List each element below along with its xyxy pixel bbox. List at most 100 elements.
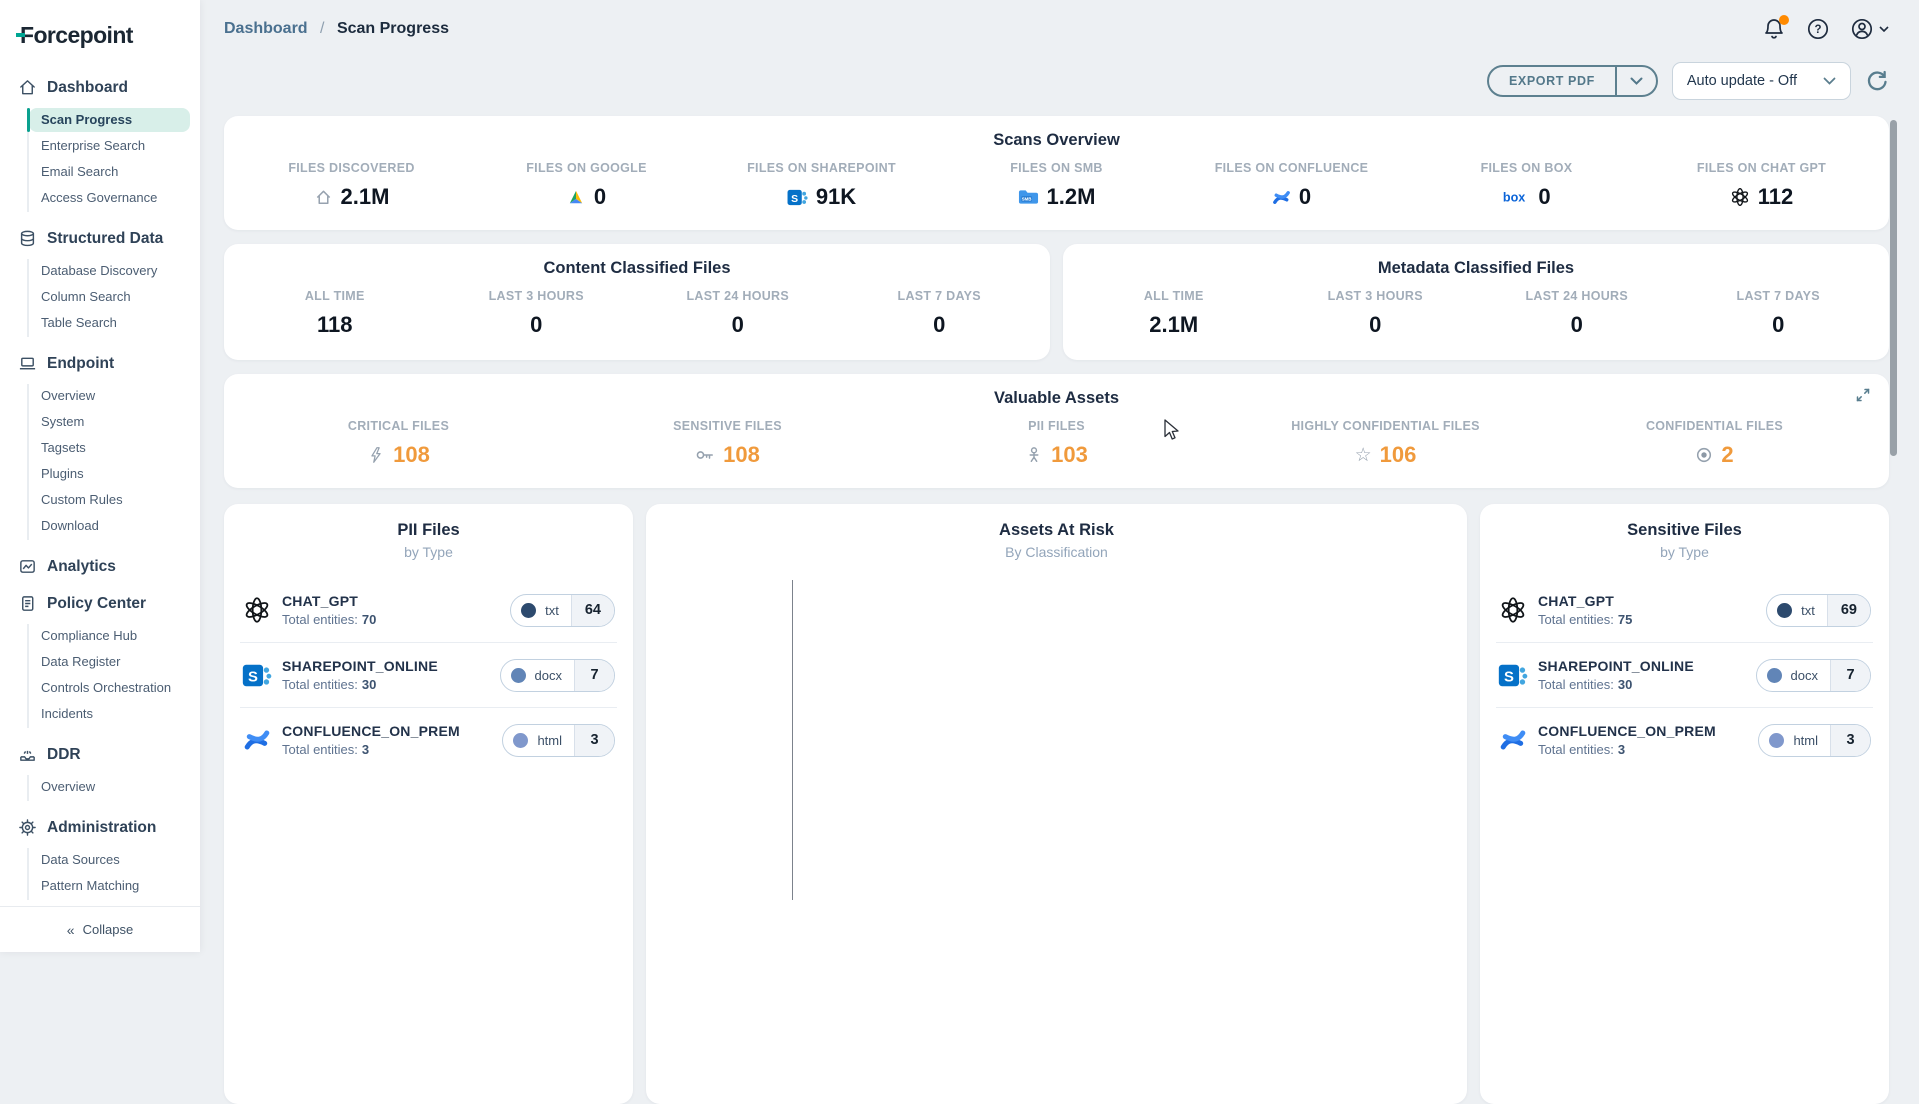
stat-value: 108 bbox=[723, 442, 760, 467]
sidebar-item-download[interactable]: Download bbox=[41, 518, 99, 533]
export-options-button[interactable] bbox=[1617, 77, 1656, 85]
ddr-icon bbox=[18, 745, 37, 764]
sidebar-item-compliance-hub[interactable]: Compliance Hub bbox=[41, 628, 138, 643]
sidebar-item-data-register[interactable]: Data Register bbox=[41, 654, 121, 669]
sidebar-item-access-governance[interactable]: Access Governance bbox=[41, 190, 158, 205]
sidebar-item-tagsets[interactable]: Tagsets bbox=[41, 440, 86, 455]
valuable-assets-card: Valuable Assets CRITICAL FILES 108 SENSI… bbox=[224, 374, 1889, 488]
chatgpt-icon bbox=[1731, 187, 1748, 207]
sidebar-item-custom-rules[interactable]: Custom Rules bbox=[41, 492, 123, 507]
file-type-count: 64 bbox=[570, 594, 614, 626]
nav-section-structured-data: Structured Data Database Discovery Colum… bbox=[0, 220, 200, 337]
assets-at-risk-subtitle: By Classification bbox=[1005, 544, 1108, 560]
file-type-badge[interactable]: docx 7 bbox=[499, 658, 615, 692]
sidebar-section-endpoint[interactable]: Endpoint bbox=[0, 345, 200, 382]
sidebar-section-dashboard[interactable]: Dashboard bbox=[0, 69, 200, 106]
sidebar-item-data-sources[interactable]: Data Sources bbox=[41, 852, 120, 867]
sidebar-section-ddr[interactable]: DDR bbox=[0, 736, 200, 773]
help-button[interactable]: ? bbox=[1806, 17, 1830, 41]
sidebar-item-column-search[interactable]: Column Search bbox=[41, 289, 131, 304]
file-type-label: txt bbox=[545, 602, 559, 618]
file-type-count: 7 bbox=[574, 659, 614, 691]
valuable-assets-title: Valuable Assets bbox=[993, 389, 1120, 407]
sidebar-item-endpoint-overview[interactable]: Overview bbox=[41, 388, 96, 403]
file-type-badge[interactable]: txt 69 bbox=[1766, 593, 1871, 627]
file-type-label: txt bbox=[1801, 602, 1815, 618]
stat-value: 2 bbox=[1721, 442, 1734, 467]
sidebar-item-email-search[interactable]: Email Search bbox=[41, 164, 119, 179]
sidebar-item-table-search[interactable]: Table Search bbox=[41, 315, 117, 330]
sidebar-item-pattern-matching[interactable]: Pattern Matching bbox=[41, 878, 140, 893]
stat-label: FILES ON CONFLUENCE bbox=[1214, 161, 1369, 175]
stat-label: FILES ON CHAT GPT bbox=[1696, 161, 1827, 175]
confluence-icon bbox=[1498, 725, 1528, 755]
stat-label: ALL TIME bbox=[1143, 289, 1204, 303]
account-menu-button[interactable] bbox=[1850, 17, 1889, 41]
sidebar-item-enterprise-search[interactable]: Enterprise Search bbox=[41, 138, 146, 153]
auto-update-select[interactable]: Auto update - Off bbox=[1671, 62, 1851, 100]
confluence-icon bbox=[242, 725, 272, 755]
sidebar-item-ddr-overview[interactable]: Overview bbox=[41, 779, 96, 794]
table-row: CHAT_GPT Total entities: 75 txt 69 bbox=[1496, 578, 1873, 643]
export-pdf-button[interactable]: EXPORT PDF bbox=[1508, 74, 1595, 88]
sidebar-section-administration[interactable]: Administration bbox=[0, 809, 200, 846]
chart-y-axis bbox=[792, 580, 793, 900]
page-controls: EXPORT PDF Auto update - Off bbox=[224, 62, 1889, 100]
table-row: CONFLUENCE_ON_PREM Total entities: 3 html… bbox=[1496, 708, 1873, 772]
content-classified-card: Content Classified Files ALL TIME 118 LA… bbox=[224, 244, 1050, 360]
svg-text:S: S bbox=[248, 669, 258, 685]
file-type-badge[interactable]: html 3 bbox=[502, 723, 615, 757]
stat-last-7-days: LAST 7 DAYS 0 bbox=[839, 289, 1041, 338]
topbar: Dashboard / Scan Progress ? bbox=[224, 0, 1889, 58]
file-type-badge[interactable]: html 3 bbox=[1758, 723, 1871, 757]
assets-at-risk-title: Assets At Risk bbox=[999, 521, 1114, 539]
refresh-button[interactable] bbox=[1865, 69, 1889, 93]
expand-button[interactable] bbox=[1855, 387, 1871, 403]
sidebar-section-label: Policy Center bbox=[47, 594, 147, 612]
sidebar-section-label: Endpoint bbox=[47, 354, 115, 372]
bottom-panels-row: PII Files by Type CHAT_GPT Total entitie… bbox=[224, 504, 1889, 1104]
stat-value: 0 bbox=[1298, 184, 1312, 209]
sidebar-item-incidents[interactable]: Incidents bbox=[41, 706, 94, 721]
laptop-icon bbox=[18, 354, 37, 373]
notifications-button[interactable] bbox=[1762, 15, 1789, 41]
database-icon bbox=[18, 229, 37, 248]
sidebar-item-scan-progress[interactable]: Scan Progress bbox=[27, 108, 190, 132]
sidebar-collapse-button[interactable]: « Collapse bbox=[0, 906, 200, 952]
collapse-icon: « bbox=[66, 921, 75, 938]
stat-label: LAST 3 HOURS bbox=[1327, 289, 1423, 303]
sidebar-section-structured-data[interactable]: Structured Data bbox=[0, 220, 200, 257]
file-type-badge[interactable]: txt 64 bbox=[510, 593, 615, 627]
star-icon: ☆ bbox=[1354, 444, 1372, 466]
stat-last-24-hours: LAST 24 HOURS 0 bbox=[1476, 289, 1678, 338]
main-content: Dashboard / Scan Progress ? bbox=[200, 0, 1919, 1104]
breadcrumb: Dashboard / Scan Progress bbox=[224, 20, 449, 38]
chevron-down-icon bbox=[1630, 77, 1643, 85]
stat-value: 103 bbox=[1051, 442, 1088, 467]
content-classified-title: Content Classified Files bbox=[543, 259, 731, 277]
stat-label: HIGHLY CONFIDENTIAL FILES bbox=[1291, 419, 1480, 433]
breadcrumb-dashboard[interactable]: Dashboard bbox=[224, 20, 308, 37]
stat-value: 0 bbox=[530, 312, 543, 337]
sharepoint-icon: S bbox=[242, 660, 272, 690]
sidebar-section-analytics[interactable]: Analytics bbox=[0, 548, 200, 585]
chevron-down-icon bbox=[1823, 77, 1836, 85]
stat-label: CONFIDENTIAL FILES bbox=[1645, 419, 1784, 433]
file-type-badge[interactable]: docx 7 bbox=[1755, 658, 1871, 692]
expand-icon bbox=[1856, 388, 1870, 402]
nav-sublist: Scan Progress Enterprise Search Email Se… bbox=[27, 108, 200, 212]
sidebar-item-database-discovery[interactable]: Database Discovery bbox=[41, 263, 158, 278]
stat-last-3-hours: LAST 3 HOURS 0 bbox=[1275, 289, 1477, 338]
stat-value: 0 bbox=[1570, 312, 1583, 337]
vertical-scrollbar-thumb[interactable] bbox=[1890, 120, 1897, 456]
sidebar-item-plugins[interactable]: Plugins bbox=[41, 466, 84, 481]
sidebar-item-system[interactable]: System bbox=[41, 414, 85, 429]
sidebar-section-policy-center[interactable]: Policy Center bbox=[0, 585, 200, 622]
export-pdf-split-button[interactable]: EXPORT PDF bbox=[1486, 65, 1658, 97]
svg-text:S: S bbox=[791, 193, 798, 204]
total-entities: Total entities: 30 bbox=[1538, 677, 1633, 692]
stat-label: LAST 3 HOURS bbox=[488, 289, 584, 303]
sidebar-item-controls-orchestration[interactable]: Controls Orchestration bbox=[41, 680, 172, 695]
stat-value: 0 bbox=[1538, 184, 1551, 209]
stat-label: FILES ON BOX bbox=[1480, 161, 1573, 175]
